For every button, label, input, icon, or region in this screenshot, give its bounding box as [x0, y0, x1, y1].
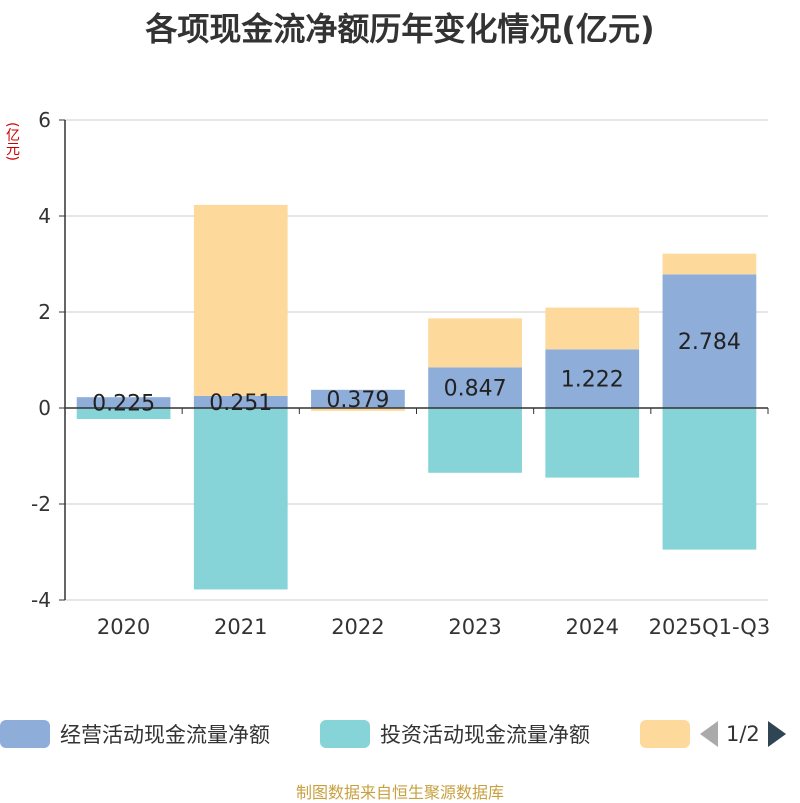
bar-investing — [545, 408, 640, 478]
bar-operating — [662, 274, 757, 408]
legend-pager: 1/2 — [700, 716, 786, 752]
legend-next-icon[interactable] — [767, 721, 786, 747]
data-label: 1.222 — [561, 368, 624, 393]
y-tick-label: 4 — [38, 204, 51, 228]
data-label: 0.847 — [444, 377, 507, 402]
bar-investing — [662, 408, 757, 550]
data-label: 2.784 — [678, 330, 741, 355]
legend-item-financing[interactable] — [640, 716, 690, 752]
bar-financing — [428, 318, 522, 368]
bar-operating — [311, 389, 405, 408]
data-source-note: 制图数据来自恒生聚源数据库 — [295, 783, 504, 802]
y-tick-label: -2 — [31, 492, 51, 516]
x-tick-label: 2020 — [97, 615, 150, 639]
legend-swatch-operating — [0, 720, 50, 748]
legend-page-indicator: 1/2 — [726, 722, 760, 746]
data-label: 0.251 — [209, 391, 272, 416]
y-tick-label: 0 — [38, 396, 51, 420]
bar-operating — [545, 349, 640, 408]
bar-financing — [311, 408, 405, 411]
chart-title: 各项现金流净额历年变化情况(亿元) — [145, 10, 655, 48]
legend: 经营活动现金流量净额 投资活动现金流量净额 — [0, 716, 800, 752]
y-tick-label: 2 — [38, 300, 51, 324]
y-tick-label: 6 — [38, 108, 51, 132]
legend-label-investing: 投资活动现金流量净额 — [380, 723, 590, 747]
x-tick-label: 2025Q1-Q3 — [649, 615, 771, 639]
data-label: 0.225 — [92, 392, 155, 417]
legend-label-operating: 经营活动现金流量净额 — [60, 723, 270, 747]
x-tick-label: 2024 — [566, 615, 619, 639]
bar-operating — [428, 367, 522, 408]
legend-swatch-financing — [640, 720, 690, 748]
y-axis-unit: (亿元) — [4, 122, 20, 161]
bar-financing — [545, 307, 640, 350]
y-tick-label: -4 — [31, 588, 51, 612]
legend-swatch-investing — [320, 720, 370, 748]
bar-financing — [662, 253, 757, 275]
x-tick-label: 2021 — [214, 615, 267, 639]
legend-item-investing[interactable]: 投资活动现金流量净额 — [320, 716, 590, 752]
data-label: 0.379 — [326, 388, 389, 413]
bar-operating — [193, 395, 288, 408]
bar-investing — [193, 408, 288, 590]
bar-operating — [76, 397, 171, 408]
legend-prev-icon[interactable] — [700, 721, 718, 747]
x-tick-label: 2022 — [331, 615, 384, 639]
x-tick-label: 2023 — [448, 615, 501, 639]
bar-investing — [76, 408, 171, 420]
legend-item-operating[interactable]: 经营活动现金流量净额 — [0, 716, 270, 752]
bar-investing — [428, 408, 522, 473]
bar-financing — [193, 204, 288, 396]
